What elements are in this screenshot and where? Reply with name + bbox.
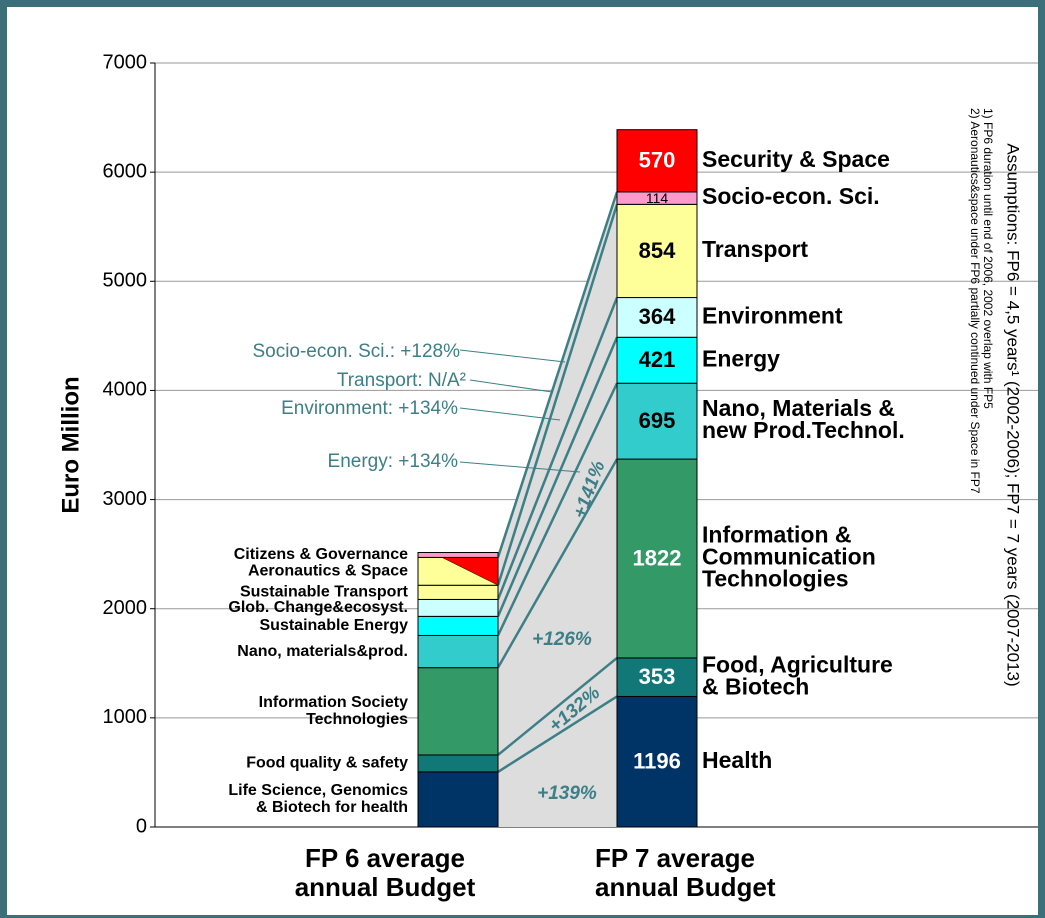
bar-segment: [616, 203, 698, 299]
segment-label: Health: [702, 747, 772, 773]
y-tick-label: 0: [136, 815, 147, 837]
footnote: 2) Aeronautics&space under FP6 partially…: [968, 108, 982, 494]
y-tick-label: 6000: [103, 160, 148, 182]
connector-line: [497, 656, 618, 756]
value-label: 114: [646, 190, 669, 206]
bar-segment: [417, 771, 499, 828]
bar-segment: [417, 754, 499, 773]
annotation: Energy: +134%: [328, 451, 459, 472]
segment-label: Aeronautics & Space: [248, 563, 408, 580]
segment-label: Information Society: [259, 694, 408, 711]
value-label: 1196: [633, 749, 681, 774]
x-tick-label: FP 7 average: [595, 843, 755, 873]
segment-label: & Biotech for health: [256, 799, 408, 816]
leader: [459, 349, 566, 363]
y-tick-label: 3000: [103, 488, 148, 510]
segment-label: Sustainable Energy: [260, 617, 409, 634]
bar-segment: [417, 552, 499, 558]
connector-line: [496, 203, 619, 586]
bar-segment: [616, 657, 698, 697]
segment-label: Socio-econ. Sci.: [702, 183, 880, 209]
value-label: 1822: [633, 545, 682, 570]
value-label: 695: [639, 408, 676, 433]
segment-label: Food, Agriculture: [702, 651, 893, 677]
value-label: 364: [639, 304, 676, 329]
bar-segment: [616, 297, 698, 338]
bar-segment: [616, 129, 698, 193]
segment-label: Security & Space: [702, 146, 890, 172]
footnote: 1) FP6 duration until end of 2006, 2002 …: [981, 108, 995, 409]
segment-label: Nano, Materials &: [702, 395, 895, 421]
leader: [459, 407, 561, 421]
bar-segment: [616, 382, 698, 460]
segment-label: Food quality & safety: [246, 755, 408, 772]
bar-segment: [616, 336, 698, 384]
bar-segment: [616, 458, 698, 659]
y-tick-label: 7000: [103, 51, 148, 73]
segment-label: new Prod.Technol.: [702, 417, 905, 443]
segment-label: Technologies: [306, 711, 408, 728]
leader: [459, 461, 581, 473]
x-tick-label: FP 6 average: [305, 843, 465, 873]
bar-segment: [417, 667, 499, 756]
segment-label: & Biotech: [702, 673, 809, 699]
chart: Euro Million 0 1000 2000 3000 4000 5000 6000 70…: [57, 51, 1038, 902]
value-label: 353: [639, 664, 676, 689]
segment-label: Information &: [702, 522, 852, 548]
segment-label: Environment: [702, 302, 843, 328]
growth-label: +139%: [537, 783, 597, 804]
segment-label: Communication: [702, 544, 876, 570]
annotation: Environment: +134%: [281, 398, 458, 419]
connector-line: [496, 297, 619, 600]
annotation: Socio-econ. Sci.: +128%: [252, 341, 460, 362]
segment-label: Technologies: [702, 566, 849, 592]
bar-segment: [417, 615, 499, 636]
assumptions: Assumptions: FP6 = 4,5 years¹ (2002-2006…: [1004, 143, 1023, 686]
value-label: 421: [639, 347, 676, 372]
connector-line: [496, 382, 619, 636]
y-tick-label: 5000: [103, 270, 148, 292]
connector-line: [497, 695, 618, 773]
leader: [469, 379, 553, 393]
bar-segment: [417, 598, 499, 617]
y-axis-label: Euro Million: [57, 376, 84, 513]
segment-label: Transport: [702, 236, 808, 262]
annotation: Transport: N/A²: [337, 370, 466, 391]
segment-label: Sustainable Transport: [240, 584, 409, 601]
segment-label: Citizens & Governance: [234, 546, 408, 563]
segment-label: Life Science, Genomics: [228, 782, 408, 799]
segment-label: Nano, materials&prod.: [237, 643, 408, 660]
connector-line: [496, 336, 619, 617]
y-tick-label: 2000: [103, 597, 148, 619]
growth-label: +126%: [532, 629, 592, 650]
y-tick-label: 1000: [103, 706, 148, 728]
segment-label: Glob. Change&ecosyst.: [228, 599, 408, 616]
x-tick-label: annual Budget: [595, 872, 776, 902]
bar-segment: [417, 584, 499, 600]
connector-line: [496, 191, 619, 558]
bar-segment: [616, 695, 698, 828]
value-label: 570: [639, 148, 676, 173]
segment-label: Energy: [702, 345, 780, 371]
bar-segment: [417, 634, 499, 669]
y-tick-label: 4000: [103, 379, 148, 401]
x-tick-label: annual Budget: [295, 872, 476, 902]
connector-line: [496, 458, 619, 669]
value-label: 854: [639, 238, 676, 263]
